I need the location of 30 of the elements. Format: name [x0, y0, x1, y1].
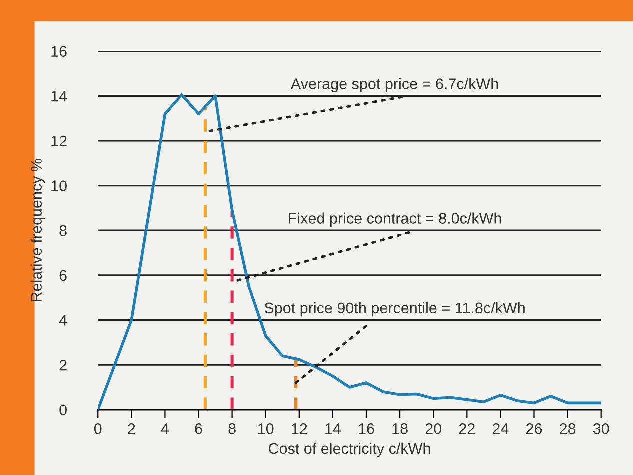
y-tick-label: 0 — [60, 404, 67, 416]
x-tick-label: 26 — [526, 424, 542, 434]
x-tick-label: 4 — [161, 424, 170, 434]
x-tick-label: 22 — [459, 424, 475, 434]
x-tick-label: 6 — [195, 424, 202, 434]
x-tick-label: 18 — [392, 424, 408, 434]
y-axis-title: Relative frequency % — [30, 158, 46, 302]
x-tick-label: 24 — [492, 424, 509, 434]
x-tick-label: 2 — [128, 424, 136, 434]
y-tick-label: 10 — [52, 180, 67, 192]
x-tick-label: 30 — [593, 424, 610, 434]
x-tick-label: 20 — [426, 424, 442, 434]
y-tick-label: 2 — [60, 360, 67, 371]
x-axis-title: Cost of electricity c/kWh — [269, 442, 430, 458]
y-tick-label: 4 — [59, 315, 68, 326]
annotation: Fixed price contract = 8.0c/kWh — [289, 212, 502, 227]
x-tick-label: 16 — [359, 424, 374, 434]
y-tick-label: 6 — [60, 270, 67, 282]
x-tick-label: 28 — [560, 424, 576, 434]
x-tick-label: 12 — [292, 424, 308, 434]
x-tick-label: 0 — [94, 424, 102, 434]
x-tick-label: 14 — [326, 424, 342, 434]
y-tick-label: 12 — [52, 136, 67, 146]
y-tick-label: 16 — [52, 46, 67, 57]
annotation: Spot price 90th percentile = 11.8c/kWh — [264, 302, 525, 317]
annotation: Average spot price = 6.7c/kWh — [290, 78, 498, 92]
y-tick-label: 8 — [60, 225, 67, 236]
x-tick-label: 10 — [258, 424, 274, 434]
x-tick-label: 8 — [228, 424, 236, 434]
y-tick-label: 14 — [52, 91, 68, 102]
